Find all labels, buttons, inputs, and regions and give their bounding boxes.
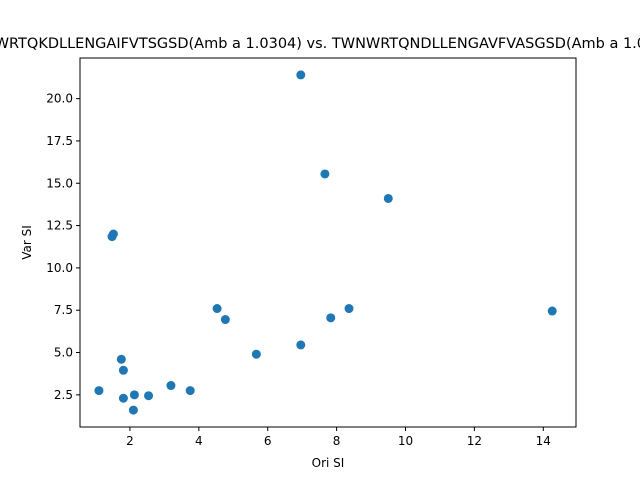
- x-tick-label: 2: [126, 434, 134, 448]
- data-point-21: [185, 386, 195, 396]
- x-tick-label: 10: [398, 434, 413, 448]
- x-tick-label: 4: [195, 434, 203, 448]
- data-point-7: [220, 315, 230, 325]
- data-point-1: [296, 70, 306, 80]
- data-point-6: [212, 304, 222, 314]
- x-tick-label: 14: [536, 434, 551, 448]
- x-tick-label: 6: [264, 434, 272, 448]
- chart-title: TWNWRTQKDLLENGAIFVTSGSD(Amb a 1.0304) vs…: [0, 36, 640, 52]
- data-point-2: [320, 169, 330, 179]
- y-axis-ticks: 2.5 5.0 7.5 10.0 12.5 15.0 17.5 20.0: [46, 92, 80, 402]
- data-point-9: [326, 313, 336, 323]
- y-axis-label: Var SI: [20, 225, 34, 260]
- data-point-16: [118, 393, 128, 403]
- y-tick-label: 10.0: [46, 261, 73, 275]
- data-point-18: [144, 391, 154, 401]
- data-point-19: [128, 405, 138, 415]
- data-point-10: [547, 306, 557, 316]
- y-tick-label: 17.5: [46, 134, 73, 148]
- y-tick-label: 12.5: [46, 219, 73, 233]
- data-point-14: [118, 365, 128, 375]
- data-point-5: [107, 232, 117, 242]
- data-point-13: [116, 354, 126, 364]
- y-tick-label: 5.0: [54, 346, 73, 360]
- y-tick-label: 15.0: [46, 176, 73, 190]
- data-point-11: [251, 349, 261, 359]
- data-point-17: [129, 390, 139, 400]
- points-layer: [94, 70, 557, 415]
- data-point-8: [344, 304, 354, 314]
- data-point-20: [166, 381, 176, 391]
- data-point-3: [383, 193, 393, 203]
- x-axis-ticks: 2 4 6 8 10 12 14: [126, 427, 551, 448]
- y-tick-label: 7.5: [54, 303, 73, 317]
- y-tick-label: 20.0: [46, 92, 73, 106]
- y-tick-label: 2.5: [54, 388, 73, 402]
- data-point-15: [94, 386, 104, 396]
- data-point-12: [296, 340, 306, 350]
- x-axis-label: Ori SI: [312, 456, 345, 470]
- x-tick-label: 12: [467, 434, 482, 448]
- plot-area-frame: [79, 57, 577, 428]
- x-tick-label: 8: [333, 434, 341, 448]
